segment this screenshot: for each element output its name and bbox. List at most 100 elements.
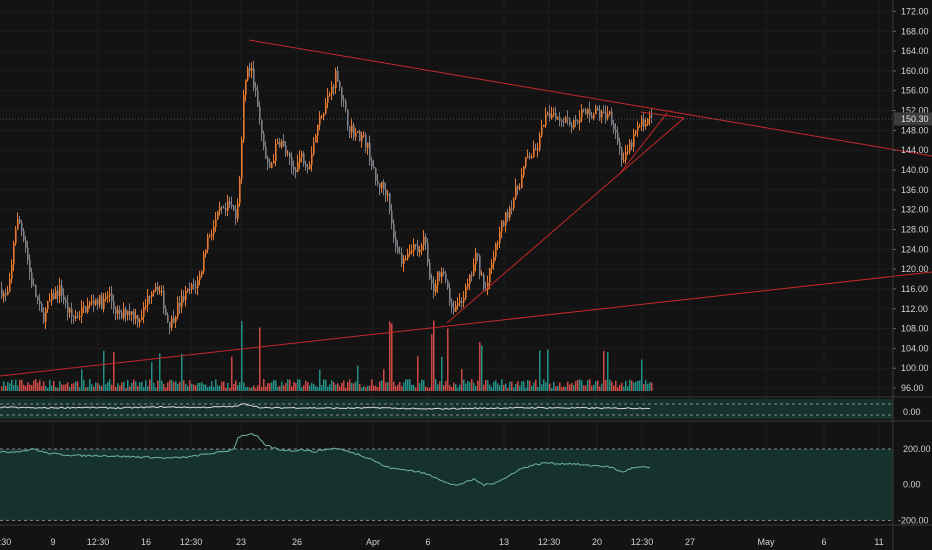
volume-bar bbox=[269, 383, 271, 391]
volume-bar bbox=[33, 380, 35, 391]
candle-body bbox=[425, 236, 427, 243]
volume-bar bbox=[413, 384, 415, 391]
volume-bar bbox=[143, 387, 145, 391]
volume-bar bbox=[531, 386, 533, 391]
candle-body bbox=[69, 308, 71, 313]
volume-bar bbox=[343, 380, 345, 391]
time-axis[interactable]: 12:30 9 12:30 16 12:30 23 26 Apr 6 13 12:30 20 12:30… bbox=[0, 537, 884, 547]
volume-bar bbox=[233, 383, 235, 391]
candle-body bbox=[617, 132, 619, 143]
price-axis[interactable]: 172.00 168.00 164.00 160.00 156.00 152.00 148.… bbox=[893, 6, 932, 525]
volume-bar bbox=[423, 380, 425, 391]
volume-bar bbox=[209, 386, 211, 391]
candle-body bbox=[463, 298, 465, 303]
candle-body bbox=[105, 296, 107, 299]
candle-body bbox=[469, 274, 471, 284]
volume-bar bbox=[359, 383, 361, 391]
candle-body bbox=[347, 109, 349, 127]
volume-bar bbox=[139, 382, 141, 391]
candle-body bbox=[169, 321, 171, 328]
trendline[interactable] bbox=[640, 111, 685, 119]
volume-bar bbox=[179, 381, 181, 391]
volume-bar bbox=[291, 386, 293, 391]
candle-body bbox=[621, 148, 623, 161]
candle-body bbox=[233, 206, 235, 210]
candle-body bbox=[295, 169, 297, 173]
candle-body bbox=[353, 125, 355, 137]
candle-body bbox=[477, 253, 479, 256]
candle-body bbox=[439, 272, 441, 278]
candle-body bbox=[87, 305, 89, 313]
candle-body bbox=[329, 93, 331, 96]
volume-bar bbox=[495, 380, 497, 391]
candle-body bbox=[127, 310, 129, 315]
candle-body bbox=[125, 308, 127, 315]
candle-body bbox=[151, 293, 153, 297]
volume-bar bbox=[219, 385, 221, 391]
volume-bar bbox=[63, 384, 65, 391]
candle-body bbox=[115, 308, 117, 314]
candle-body bbox=[525, 157, 527, 167]
candle-body bbox=[515, 186, 517, 199]
volume-bar bbox=[371, 379, 373, 391]
volume-bar bbox=[545, 382, 547, 391]
volume-bar bbox=[641, 359, 643, 391]
candle-body bbox=[487, 282, 489, 291]
candle-body bbox=[325, 102, 327, 114]
candle-body bbox=[189, 288, 191, 290]
volume-bar bbox=[649, 381, 651, 391]
volume-bar bbox=[171, 379, 173, 391]
volume-bar bbox=[107, 382, 109, 391]
volume-bar bbox=[105, 384, 107, 391]
trendline[interactable] bbox=[446, 117, 685, 324]
volume-bar bbox=[517, 381, 519, 391]
price-tick-label: 124.00 bbox=[901, 244, 929, 254]
volume-bar bbox=[101, 385, 103, 391]
time-tick-label: 12:30 bbox=[0, 537, 11, 547]
volume-bar bbox=[135, 381, 137, 391]
trendlines[interactable] bbox=[0, 39, 932, 377]
candle-body bbox=[541, 126, 543, 136]
candle-body bbox=[319, 116, 321, 125]
candle-body bbox=[153, 290, 155, 294]
volume-bar bbox=[441, 356, 443, 391]
candle-body bbox=[45, 309, 47, 323]
volume-bar bbox=[49, 379, 51, 391]
trendline[interactable] bbox=[620, 112, 668, 173]
grid-lines bbox=[0, 0, 893, 524]
volume-bar bbox=[337, 383, 339, 391]
trendline[interactable] bbox=[248, 39, 932, 157]
volume-bar bbox=[499, 385, 501, 391]
volume-bar bbox=[351, 383, 353, 391]
candle-body bbox=[173, 317, 175, 323]
candle-body bbox=[407, 253, 409, 259]
volume-bar bbox=[231, 356, 233, 391]
candle-body bbox=[497, 243, 499, 245]
candle-body bbox=[243, 94, 245, 140]
volume-bar bbox=[599, 386, 601, 391]
candle-body bbox=[255, 87, 257, 91]
candle-body bbox=[409, 251, 411, 254]
candle-body bbox=[143, 306, 145, 317]
candle-body bbox=[63, 295, 65, 300]
trendline[interactable] bbox=[0, 271, 932, 377]
candle-body bbox=[287, 153, 289, 155]
candle-body bbox=[545, 114, 547, 126]
volume-bar bbox=[567, 381, 569, 391]
volume-bar bbox=[503, 384, 505, 391]
volume-bar bbox=[579, 379, 581, 391]
volume-bar bbox=[309, 385, 311, 391]
volume-bar bbox=[137, 385, 139, 391]
volume-bar bbox=[195, 385, 197, 391]
candle-body bbox=[179, 302, 181, 307]
oscillator1-tick-label: 0.00 bbox=[903, 407, 921, 417]
volume-bar bbox=[89, 379, 91, 391]
volume-bar bbox=[521, 381, 523, 391]
volume-bar bbox=[71, 383, 73, 391]
volume-bar bbox=[357, 365, 359, 391]
candle-body bbox=[633, 133, 635, 147]
volume-bar bbox=[369, 385, 371, 391]
volume-bar bbox=[353, 383, 355, 391]
